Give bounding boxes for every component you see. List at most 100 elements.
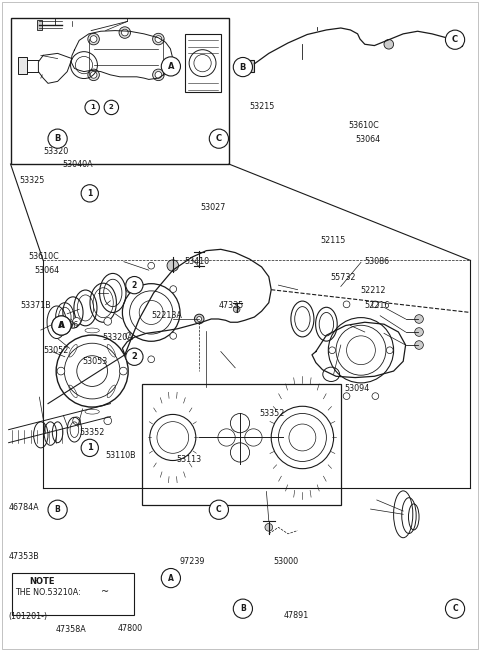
Bar <box>185 34 221 92</box>
Text: A: A <box>58 321 65 330</box>
Circle shape <box>386 347 393 353</box>
Text: B: B <box>240 62 246 72</box>
Text: NOTE: NOTE <box>29 577 54 586</box>
Circle shape <box>104 100 119 115</box>
Bar <box>11 18 229 164</box>
Text: C: C <box>452 35 458 44</box>
Circle shape <box>209 129 228 148</box>
Bar <box>245 60 254 72</box>
Text: 47891: 47891 <box>283 611 309 620</box>
Circle shape <box>57 367 65 375</box>
Circle shape <box>445 599 465 618</box>
Bar <box>37 20 42 30</box>
Circle shape <box>104 417 111 424</box>
Circle shape <box>445 30 465 49</box>
Circle shape <box>155 72 162 78</box>
Circle shape <box>170 286 177 292</box>
Circle shape <box>167 260 179 271</box>
Text: B: B <box>54 134 61 143</box>
Circle shape <box>415 327 423 337</box>
Text: (101201-): (101201-) <box>9 612 48 621</box>
Circle shape <box>126 333 132 339</box>
Bar <box>18 57 27 74</box>
Circle shape <box>81 439 98 456</box>
Text: 53064: 53064 <box>355 135 380 144</box>
Bar <box>142 384 341 505</box>
Text: 52216: 52216 <box>365 301 390 310</box>
Text: 53215: 53215 <box>250 102 275 111</box>
Text: 1: 1 <box>87 443 93 452</box>
Text: 53052: 53052 <box>43 346 69 355</box>
Circle shape <box>233 306 240 312</box>
Circle shape <box>153 69 164 81</box>
Text: 46784A: 46784A <box>9 503 39 512</box>
Text: 47358A: 47358A <box>55 625 86 634</box>
Text: C: C <box>216 134 222 143</box>
Text: 53000: 53000 <box>274 557 299 566</box>
Text: 53113: 53113 <box>176 455 201 464</box>
Circle shape <box>90 72 97 78</box>
Circle shape <box>126 277 143 294</box>
Circle shape <box>372 393 379 400</box>
Text: 55732: 55732 <box>330 273 356 283</box>
Circle shape <box>329 347 336 353</box>
Circle shape <box>52 316 71 335</box>
Text: 53064: 53064 <box>35 266 60 275</box>
Circle shape <box>233 599 252 618</box>
Text: 1: 1 <box>87 189 92 198</box>
Circle shape <box>148 262 155 269</box>
Text: 53320A: 53320A <box>102 333 133 342</box>
Text: A: A <box>168 62 174 71</box>
Text: 52115: 52115 <box>321 236 346 245</box>
Text: 53610C: 53610C <box>348 121 379 130</box>
Circle shape <box>194 314 204 324</box>
Text: 53352: 53352 <box>79 428 105 437</box>
Text: ~: ~ <box>101 587 109 598</box>
Text: 47335: 47335 <box>218 301 244 310</box>
Circle shape <box>121 29 128 36</box>
Text: 53027: 53027 <box>201 202 226 212</box>
Circle shape <box>415 314 423 324</box>
Text: 2: 2 <box>109 104 114 111</box>
Circle shape <box>72 318 80 326</box>
Circle shape <box>85 100 99 115</box>
Circle shape <box>161 568 180 588</box>
Text: 53086: 53086 <box>365 257 390 266</box>
Text: 53040A: 53040A <box>62 159 93 169</box>
Text: THE NO.53210A:: THE NO.53210A: <box>15 588 81 597</box>
Circle shape <box>104 318 111 326</box>
Text: A: A <box>168 574 174 583</box>
Text: 2: 2 <box>132 281 137 290</box>
Text: 97239: 97239 <box>180 557 205 566</box>
Text: A: A <box>59 321 64 330</box>
Circle shape <box>48 500 67 519</box>
Circle shape <box>161 57 180 76</box>
Bar <box>12 573 134 615</box>
Circle shape <box>384 40 394 49</box>
Text: 53320: 53320 <box>43 146 69 156</box>
Circle shape <box>148 356 155 363</box>
Circle shape <box>233 57 252 77</box>
Circle shape <box>209 500 228 519</box>
Text: 53352: 53352 <box>259 409 285 418</box>
Text: 53610C: 53610C <box>29 252 60 261</box>
Circle shape <box>48 129 67 148</box>
Text: B: B <box>240 604 246 613</box>
Text: 53110B: 53110B <box>106 451 136 460</box>
Text: 53325: 53325 <box>19 176 45 186</box>
Circle shape <box>90 36 97 42</box>
Text: 52212: 52212 <box>360 286 385 296</box>
Circle shape <box>126 348 143 365</box>
Circle shape <box>343 393 350 400</box>
Text: 47800: 47800 <box>118 624 143 633</box>
Text: C: C <box>216 505 222 514</box>
Circle shape <box>170 333 177 339</box>
Circle shape <box>372 301 379 308</box>
Circle shape <box>153 33 164 45</box>
Circle shape <box>88 33 99 45</box>
Text: 2: 2 <box>132 352 137 361</box>
Text: B: B <box>55 505 60 514</box>
Circle shape <box>343 301 350 308</box>
Text: C: C <box>452 604 458 613</box>
Circle shape <box>88 69 99 81</box>
